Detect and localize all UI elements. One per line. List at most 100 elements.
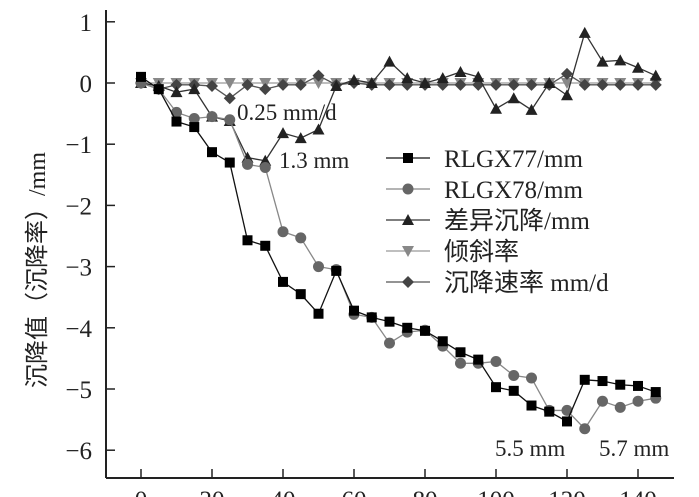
data-point [561,89,573,101]
data-point [455,347,466,358]
data-point [578,78,591,91]
data-point [277,127,289,139]
data-point [526,400,537,411]
data-point [561,78,573,89]
data-point [260,240,271,251]
y-tick-label: −3 [65,255,92,282]
x-tick-label: 60 [342,487,367,497]
data-point [491,382,501,393]
series-2 [135,26,662,166]
data-point [188,83,201,95]
x-tick-label: 140 [619,487,657,497]
legend-label: 沉降速率 mm/d [444,269,609,297]
series-line [140,76,656,423]
y-tick-label: −1 [65,132,92,159]
data-point [614,54,627,66]
data-point [633,380,643,391]
data-point [596,55,609,67]
y-tick-label: 1 [80,10,93,37]
data-point [508,385,519,396]
data-point [420,325,430,336]
data-point [596,78,609,91]
data-point [632,61,644,73]
data-point [277,78,289,91]
annotation-diff: 1.3 mm [279,148,349,173]
data-point [294,132,307,144]
data-point [632,78,644,91]
data-point [223,92,236,105]
x-tick-label: 40 [271,487,296,497]
x-tick-label: 20 [200,487,225,497]
legend-item: 倾斜率 [386,238,519,266]
data-point [171,116,182,127]
legend-label: 倾斜率 [444,238,519,266]
legend-marker [402,276,414,288]
data-point [525,78,538,91]
data-point [472,70,485,82]
data-point [223,78,236,89]
legend-item: RLGX78/mm [386,177,583,204]
data-point [544,406,555,417]
x-tick-label: 100 [477,487,515,497]
legend-item: RLGX77/mm [386,146,583,173]
data-point [615,379,626,390]
data-point [507,78,520,91]
data-point [278,276,288,287]
y-tick-label: 0 [80,71,93,98]
y-tick-label: −2 [65,193,92,220]
legend-label: RLGX77/mm [444,146,583,173]
axes: 1 0 −1 −2 −3 −4 −5 −6 0 20 40 60 80 100 120 140 [65,10,674,497]
data-point [526,372,537,384]
data-point [473,354,484,365]
data-point [490,78,502,91]
data-point [331,265,342,276]
data-point [384,316,395,327]
annotation-rate: 0.25 mm/d [237,100,337,125]
data-point [136,71,146,82]
data-point [383,55,396,67]
data-point [295,289,306,300]
x-tick-label: 0 [135,487,148,497]
data-point [437,336,448,347]
data-point [436,72,449,84]
data-point [312,78,325,89]
y-tick-label: −4 [65,316,92,343]
data-point [562,416,572,427]
data-point [419,77,431,88]
data-point [649,69,662,81]
data-point [259,83,272,96]
data-point [597,376,608,387]
data-point [170,86,183,98]
legend-marker [402,246,414,257]
data-point [561,404,573,416]
legend-item: 沉降速率 mm/d [386,269,609,297]
legend-label: RLGX78/mm [444,177,583,204]
data-point [313,308,324,319]
data-point [348,73,360,85]
series-line [140,73,656,100]
data-point [277,226,289,238]
data-point [242,235,253,246]
data-point [153,84,164,95]
series-4 [135,67,662,105]
data-point [365,77,378,88]
data-point [455,357,466,369]
legend-marker [402,183,414,195]
y-tick-label: −6 [65,438,92,465]
series-line [140,31,657,162]
y-tick-label: −5 [65,377,92,404]
data-point [330,80,343,92]
data-point [170,78,183,91]
data-point [543,77,556,88]
data-point [632,395,644,407]
data-point [454,65,467,77]
data-point [224,114,236,126]
data-point [454,78,467,91]
x-tick-label: 120 [548,487,586,497]
data-point [561,67,573,80]
legend-label: 差异沉降/mm [444,207,590,235]
y-axis-label: 沉降值（沉降率）/mm [24,152,51,388]
data-point [294,78,307,91]
data-point [402,322,413,333]
